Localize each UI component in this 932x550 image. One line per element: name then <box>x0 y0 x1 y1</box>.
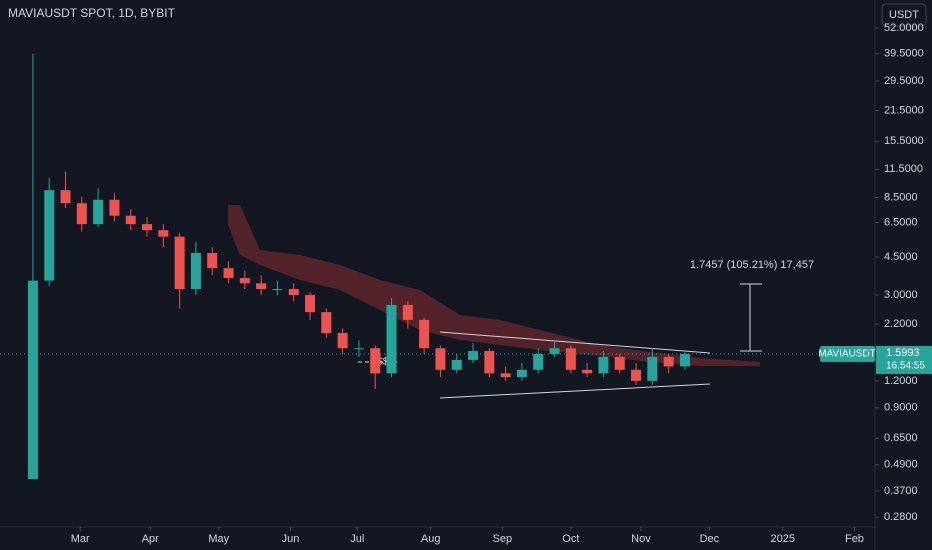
candle-body <box>549 348 560 354</box>
candle-body <box>174 236 185 290</box>
symbol-label: MAVIAUSDT <box>818 349 876 360</box>
candle-body <box>353 348 364 350</box>
candle-body <box>663 356 674 367</box>
candle-body <box>288 289 299 296</box>
x-tick-label: Jun <box>282 533 300 545</box>
y-tick-label: 6.5000 <box>884 217 918 229</box>
candle-body <box>679 353 690 367</box>
x-tick-label: Dec <box>700 533 720 545</box>
candle-body <box>190 253 201 290</box>
price-label: 1.5993 <box>886 347 920 359</box>
candle-body <box>223 268 234 278</box>
x-tick-label: Aug <box>421 533 441 545</box>
y-tick-label: 2.2000 <box>884 318 918 330</box>
y-tick-label: 11.5000 <box>884 163 923 175</box>
candle-body <box>337 333 348 349</box>
candle-body <box>631 369 642 381</box>
candle-body <box>370 348 381 374</box>
candle-body <box>435 348 446 370</box>
candle-body <box>93 199 104 225</box>
candle-body <box>76 203 87 225</box>
currency-button[interactable] <box>881 3 927 27</box>
candle-body <box>142 224 153 231</box>
trend-line <box>439 331 711 354</box>
candle-body <box>647 356 658 381</box>
candle-body <box>44 190 55 281</box>
candle-body <box>565 348 576 370</box>
candle-body <box>484 351 495 374</box>
candle-body <box>239 277 250 284</box>
y-tick-label: 52.0000 <box>884 22 924 34</box>
x-tick-label: Nov <box>631 533 651 545</box>
y-tick-label: 3.0000 <box>884 289 918 301</box>
cloud <box>228 205 760 366</box>
candle-body <box>256 283 267 290</box>
countdown-label: 16:54:55 <box>886 361 925 372</box>
symbol-badge <box>820 345 875 362</box>
candle-body <box>386 304 397 374</box>
y-tick-label: 0.9000 <box>884 402 918 414</box>
candle-body <box>158 230 169 237</box>
candle-body <box>614 356 625 370</box>
candle-body <box>402 304 413 320</box>
candle-body <box>500 373 511 378</box>
y-tick-label: 21.5000 <box>884 105 924 117</box>
candle-body <box>272 289 283 291</box>
measure-label: 1.7457 (105.21%) 17,457 <box>690 259 814 271</box>
currency-label[interactable]: USDT <box>889 9 919 21</box>
y-tick-label: 8.5000 <box>884 191 918 203</box>
candle-body <box>125 215 136 225</box>
chart-title: MAVIAUSDT SPOT, 1D, BYBIT <box>8 6 176 20</box>
y-tick-label: 4.5000 <box>884 251 918 263</box>
candle-body <box>305 295 316 313</box>
candle-body <box>109 199 120 216</box>
candle-body <box>27 280 38 480</box>
x-tick-label: Mar <box>71 533 90 545</box>
y-tick-label: 1.2000 <box>884 375 918 387</box>
y-tick-label: 0.2800 <box>884 511 918 523</box>
x-tick-label: Jul <box>350 533 364 545</box>
x-tick-label: Feb <box>845 533 864 545</box>
price-badge <box>876 345 932 374</box>
y-tick-label: 39.5000 <box>884 48 924 60</box>
x-tick-label: Sep <box>493 533 513 545</box>
trend-line <box>439 383 711 399</box>
x-tick-label: Apr <box>142 533 159 545</box>
y-tick-label: 0.6500 <box>884 432 918 444</box>
candle-body <box>516 369 527 378</box>
y-tick-label: 15.5000 <box>884 135 924 147</box>
x-tick-label: May <box>208 533 229 545</box>
candle-body <box>468 351 479 360</box>
candle-body <box>321 312 332 334</box>
candle-body <box>533 353 544 370</box>
candle-body <box>419 319 430 349</box>
x-tick-label: Oct <box>562 533 579 545</box>
candle-body <box>582 369 593 374</box>
x-tick-label: 2025 <box>770 533 794 545</box>
y-tick-label: 0.4900 <box>884 459 918 471</box>
candle-body <box>451 359 462 370</box>
y-tick-label: 0.3700 <box>884 485 918 497</box>
candle-body <box>207 253 218 269</box>
candle-body <box>60 190 71 204</box>
y-tick-label: 29.5000 <box>884 75 924 87</box>
candle-body <box>598 356 609 374</box>
